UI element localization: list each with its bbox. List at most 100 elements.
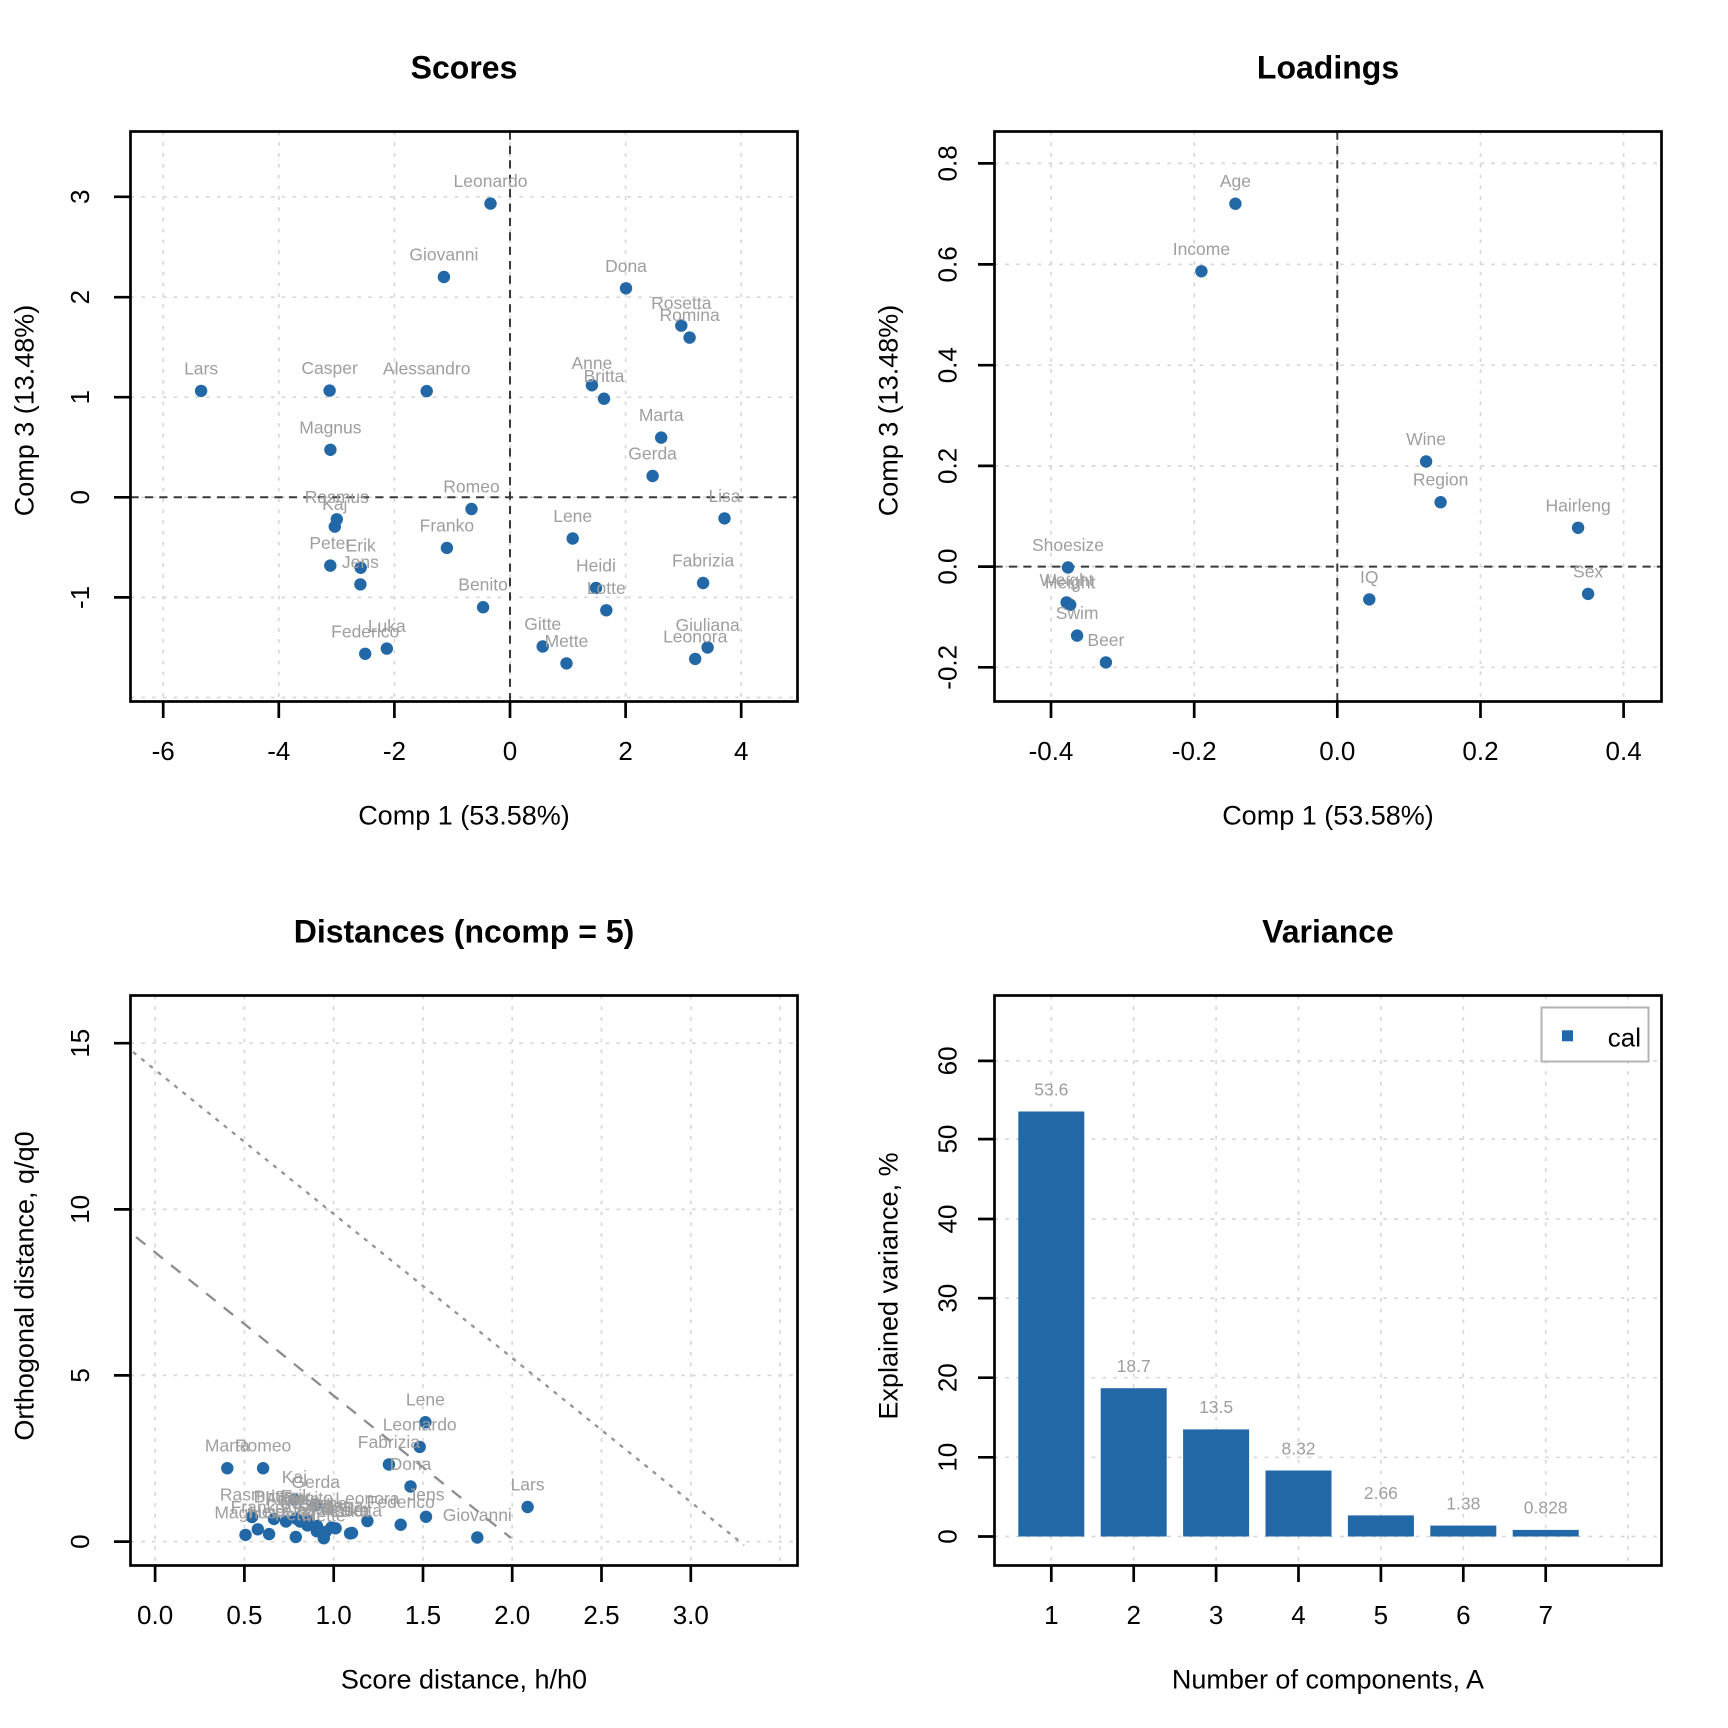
svg-text:Weight: Weight bbox=[1040, 570, 1094, 590]
svg-text:0.0: 0.0 bbox=[137, 1600, 173, 1630]
svg-text:Magnus: Magnus bbox=[299, 417, 362, 437]
svg-text:53.6: 53.6 bbox=[1034, 1079, 1068, 1099]
svg-text:Comp 3 (13.48%): Comp 3 (13.48%) bbox=[873, 305, 903, 517]
svg-text:Sex: Sex bbox=[1573, 561, 1603, 581]
svg-text:Jens: Jens bbox=[342, 552, 379, 572]
svg-text:Alessandro: Alessandro bbox=[282, 1500, 370, 1520]
svg-text:Rasmus: Rasmus bbox=[220, 1485, 284, 1505]
svg-text:0.828: 0.828 bbox=[1524, 1498, 1568, 1518]
svg-text:1: 1 bbox=[65, 390, 95, 404]
svg-text:Kaj: Kaj bbox=[322, 494, 347, 514]
svg-text:Lene: Lene bbox=[553, 506, 592, 526]
svg-text:15: 15 bbox=[65, 1029, 95, 1058]
svg-text:Franko: Franko bbox=[420, 515, 474, 535]
svg-text:2.0: 2.0 bbox=[494, 1600, 530, 1630]
svg-text:4: 4 bbox=[1291, 1600, 1305, 1630]
svg-text:Franko: Franko bbox=[231, 1497, 285, 1517]
svg-text:Lotte: Lotte bbox=[281, 1489, 320, 1509]
svg-text:Mette: Mette bbox=[545, 631, 589, 651]
svg-text:-2: -2 bbox=[383, 736, 406, 766]
svg-text:Marta: Marta bbox=[205, 1436, 250, 1456]
svg-text:Income: Income bbox=[1173, 239, 1230, 259]
svg-text:3: 3 bbox=[65, 190, 95, 204]
svg-text:Jens: Jens bbox=[408, 1484, 445, 1504]
svg-text:Rosetta: Rosetta bbox=[322, 1501, 383, 1521]
svg-text:Lars: Lars bbox=[511, 1475, 545, 1495]
svg-text:2: 2 bbox=[65, 290, 95, 304]
svg-text:8.32: 8.32 bbox=[1281, 1438, 1315, 1458]
svg-text:10: 10 bbox=[65, 1195, 95, 1224]
svg-text:Rosetta: Rosetta bbox=[651, 293, 712, 313]
svg-text:Leonora: Leonora bbox=[663, 626, 727, 646]
svg-text:2.5: 2.5 bbox=[583, 1600, 619, 1630]
svg-text:Giovanni: Giovanni bbox=[443, 1505, 512, 1525]
svg-text:0: 0 bbox=[933, 1529, 963, 1543]
svg-text:Benito: Benito bbox=[283, 1488, 333, 1508]
svg-text:3: 3 bbox=[1209, 1600, 1223, 1630]
svg-text:0: 0 bbox=[65, 1534, 95, 1548]
svg-text:1.0: 1.0 bbox=[316, 1600, 352, 1630]
svg-text:Loadings: Loadings bbox=[1257, 49, 1399, 85]
svg-text:Heidi: Heidi bbox=[249, 1502, 289, 1522]
svg-text:0.6: 0.6 bbox=[933, 246, 963, 282]
svg-text:Anne: Anne bbox=[266, 1489, 307, 1509]
svg-text:Lotte: Lotte bbox=[587, 578, 626, 598]
svg-text:5: 5 bbox=[1374, 1600, 1388, 1630]
svg-text:Giuliana: Giuliana bbox=[675, 615, 739, 635]
svg-text:cal: cal bbox=[1608, 1023, 1641, 1053]
svg-text:0: 0 bbox=[503, 736, 517, 766]
svg-text:Peter: Peter bbox=[275, 1505, 317, 1525]
svg-text:Height: Height bbox=[1045, 572, 1096, 592]
svg-text:Dona: Dona bbox=[390, 1454, 432, 1474]
svg-text:Leonardo: Leonardo bbox=[383, 1414, 457, 1434]
svg-text:Alessandro: Alessandro bbox=[383, 359, 471, 379]
svg-text:Romeo: Romeo bbox=[235, 1436, 291, 1456]
svg-text:Giovanni: Giovanni bbox=[409, 245, 478, 265]
svg-text:Explained variance, %: Explained variance, % bbox=[873, 1152, 903, 1419]
svg-text:1: 1 bbox=[1044, 1600, 1058, 1630]
svg-text:2.66: 2.66 bbox=[1364, 1483, 1398, 1503]
svg-text:0: 0 bbox=[65, 490, 95, 504]
svg-text:Heidi: Heidi bbox=[576, 555, 616, 575]
svg-text:Fabrizia: Fabrizia bbox=[672, 551, 735, 571]
svg-text:-0.2: -0.2 bbox=[933, 645, 963, 690]
svg-text:Age: Age bbox=[1220, 171, 1251, 191]
svg-text:0.0: 0.0 bbox=[1319, 736, 1355, 766]
svg-text:Orthogonal distance, q/q0: Orthogonal distance, q/q0 bbox=[9, 1131, 39, 1440]
svg-text:2: 2 bbox=[1126, 1600, 1140, 1630]
svg-text:Casper: Casper bbox=[279, 1493, 336, 1513]
svg-text:Gerda: Gerda bbox=[628, 444, 677, 464]
svg-text:Gerda: Gerda bbox=[291, 1472, 340, 1492]
svg-text:0.2: 0.2 bbox=[933, 448, 963, 484]
svg-text:Erik: Erik bbox=[281, 1486, 311, 1506]
svg-text:Scores: Scores bbox=[411, 49, 518, 85]
svg-text:Federico: Federico bbox=[367, 1492, 435, 1512]
svg-text:50: 50 bbox=[933, 1125, 963, 1154]
svg-text:Region: Region bbox=[1413, 470, 1468, 490]
svg-text:Beer: Beer bbox=[1087, 630, 1124, 650]
svg-text:0.2: 0.2 bbox=[1462, 736, 1498, 766]
svg-text:Hairleng: Hairleng bbox=[1546, 495, 1611, 515]
svg-text:Comp 1 (53.58%): Comp 1 (53.58%) bbox=[1222, 801, 1434, 831]
svg-text:0.0: 0.0 bbox=[933, 549, 963, 585]
svg-text:7: 7 bbox=[1538, 1600, 1552, 1630]
svg-text:0.4: 0.4 bbox=[1606, 736, 1642, 766]
svg-text:1.5: 1.5 bbox=[405, 1600, 441, 1630]
svg-text:Gitte: Gitte bbox=[524, 614, 561, 634]
svg-text:Federico: Federico bbox=[331, 621, 399, 641]
svg-text:Casper: Casper bbox=[301, 358, 358, 378]
svg-text:Luka: Luka bbox=[331, 1501, 369, 1521]
svg-text:Romina: Romina bbox=[287, 1494, 348, 1514]
svg-text:Britta: Britta bbox=[584, 366, 625, 386]
svg-text:-0.4: -0.4 bbox=[1029, 736, 1074, 766]
svg-text:0.5: 0.5 bbox=[226, 1600, 262, 1630]
svg-text:Rasmus: Rasmus bbox=[305, 487, 369, 507]
svg-text:Leonardo: Leonardo bbox=[454, 171, 528, 191]
svg-text:Variance: Variance bbox=[1262, 913, 1394, 949]
svg-text:Anne: Anne bbox=[571, 353, 612, 373]
svg-text:Fabrizia: Fabrizia bbox=[358, 1432, 421, 1452]
svg-text:20: 20 bbox=[933, 1363, 963, 1392]
svg-text:10: 10 bbox=[933, 1443, 963, 1472]
svg-text:0.8: 0.8 bbox=[933, 145, 963, 181]
svg-text:Luka: Luka bbox=[368, 616, 406, 636]
